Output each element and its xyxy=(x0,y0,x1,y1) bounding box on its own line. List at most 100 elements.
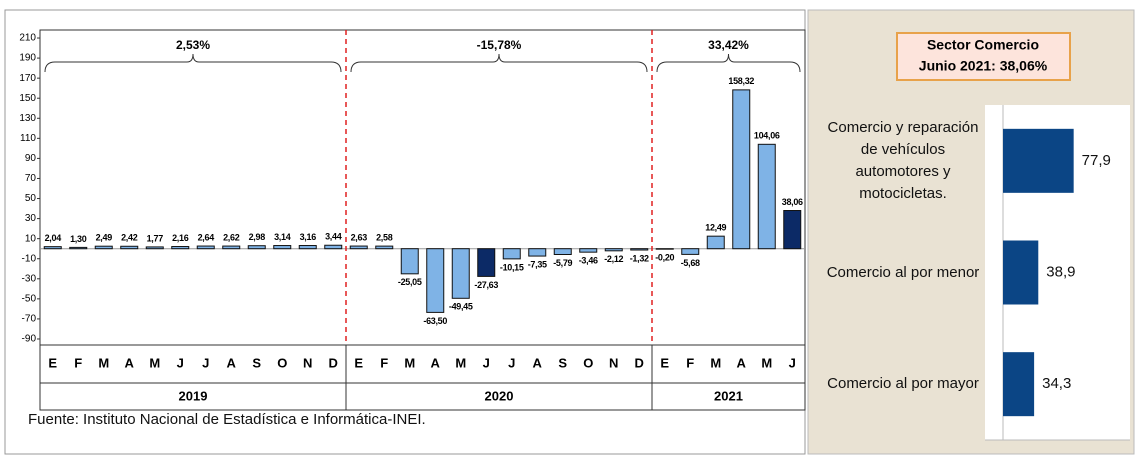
value-label: 12,49 xyxy=(705,223,726,233)
bar xyxy=(706,235,725,250)
y-tick-label: 190 xyxy=(19,53,36,64)
year-label: 2020 xyxy=(485,388,514,403)
year-label: 2019 xyxy=(179,388,208,403)
bar xyxy=(732,89,751,250)
x-tick-label: A xyxy=(533,355,543,370)
value-label: -5,68 xyxy=(681,258,700,268)
bar xyxy=(502,248,521,260)
y-tick-label: 210 xyxy=(19,33,36,44)
category-label: Comercio al por mayor xyxy=(827,375,979,393)
value-label: 2,16 xyxy=(172,233,189,243)
group-annotation: 33,42% xyxy=(708,38,749,52)
bar xyxy=(400,248,419,275)
bar xyxy=(324,244,343,250)
value-label: 2,64 xyxy=(198,232,215,242)
value-label: 38,06 xyxy=(782,197,803,207)
bar xyxy=(757,143,776,250)
bar xyxy=(120,245,139,250)
value-label: 77,9 xyxy=(1082,152,1111,169)
brace xyxy=(656,53,801,73)
x-tick-label: M xyxy=(404,355,415,370)
x-tick-label: S xyxy=(252,355,261,370)
x-tick-label: E xyxy=(48,355,57,370)
group-annotation: -15,78% xyxy=(477,38,522,52)
category-label: Comercio y reparación de vehículos autom… xyxy=(827,118,979,202)
x-tick-label: M xyxy=(710,355,721,370)
value-label: 2,04 xyxy=(45,233,62,243)
value-label: 2,63 xyxy=(351,232,368,242)
x-tick-label: E xyxy=(660,355,669,370)
value-label: -10,15 xyxy=(500,262,524,272)
x-tick-label: E xyxy=(354,355,363,370)
y-tick-label: 50 xyxy=(25,193,37,204)
x-tick-label: J xyxy=(508,355,515,370)
bar xyxy=(349,245,368,250)
bar xyxy=(298,245,317,250)
x-tick-label: J xyxy=(202,355,209,370)
y-tick-label: -90 xyxy=(22,334,37,345)
x-tick-label: N xyxy=(303,355,312,370)
x-tick-label: S xyxy=(558,355,567,370)
bar xyxy=(681,248,700,255)
value-label: 1,77 xyxy=(147,233,164,243)
y-tick-label: -10 xyxy=(22,253,37,264)
x-tick-label: J xyxy=(483,355,490,370)
value-label: 34,3 xyxy=(1042,375,1071,392)
value-label: -0,20 xyxy=(655,252,674,262)
value-label: 158,32 xyxy=(728,76,754,86)
source: Fuente: Instituto Nacional de Estadístic… xyxy=(28,411,426,428)
x-tick-label: D xyxy=(329,355,338,370)
value-label: -49,45 xyxy=(449,302,473,312)
value-label: 2,49 xyxy=(96,233,113,243)
bar xyxy=(553,248,572,256)
value-label: -5,79 xyxy=(553,258,572,268)
y-tick-label: 30 xyxy=(25,213,37,224)
bar xyxy=(1003,240,1039,305)
brace xyxy=(350,53,648,73)
title-box xyxy=(896,32,1071,81)
bar xyxy=(247,245,266,250)
brace xyxy=(44,53,342,73)
y-tick-label: 90 xyxy=(25,153,37,164)
bar xyxy=(1003,352,1035,417)
y-tick-label: 170 xyxy=(19,73,36,84)
value-label: -27,63 xyxy=(474,280,498,290)
left-frame xyxy=(4,9,806,455)
value-label: -25,05 xyxy=(398,277,422,287)
x-tick-label: J xyxy=(789,355,796,370)
y-tick-label: -50 xyxy=(22,293,37,304)
x-tick-label: M xyxy=(761,355,772,370)
value-label: -63,50 xyxy=(423,316,447,326)
value-label: 2,62 xyxy=(223,232,240,242)
x-tick-label: A xyxy=(227,355,237,370)
x-tick-label: A xyxy=(737,355,747,370)
value-label: 38,9 xyxy=(1046,263,1075,280)
value-label: -1,32 xyxy=(630,253,649,263)
x-tick-label: J xyxy=(177,355,184,370)
bar xyxy=(451,248,470,299)
bar xyxy=(94,245,113,250)
year-label: 2021 xyxy=(714,388,743,403)
bar xyxy=(375,245,394,250)
value-label: 3,44 xyxy=(325,232,342,242)
y-tick-label: 150 xyxy=(19,93,36,104)
bar xyxy=(630,248,649,251)
value-label: 3,16 xyxy=(300,232,317,242)
x-tick-label: M xyxy=(98,355,109,370)
value-label: 2,58 xyxy=(376,232,393,242)
y-tick-label: -70 xyxy=(22,314,37,325)
x-tick-label: A xyxy=(431,355,441,370)
bar xyxy=(69,246,88,250)
x-tick-label: F xyxy=(74,355,82,370)
x-tick-label: M xyxy=(149,355,160,370)
category-label: Comercio al por menor xyxy=(826,263,980,281)
y-tick-label: 110 xyxy=(20,133,36,144)
bar xyxy=(783,210,802,250)
x-tick-label: A xyxy=(125,355,135,370)
bar xyxy=(171,246,190,250)
x-tick-label: O xyxy=(277,355,287,370)
bar xyxy=(528,248,547,257)
value-label: 1,30 xyxy=(70,234,87,244)
value-label: 2,98 xyxy=(249,232,266,242)
bar xyxy=(426,248,445,313)
